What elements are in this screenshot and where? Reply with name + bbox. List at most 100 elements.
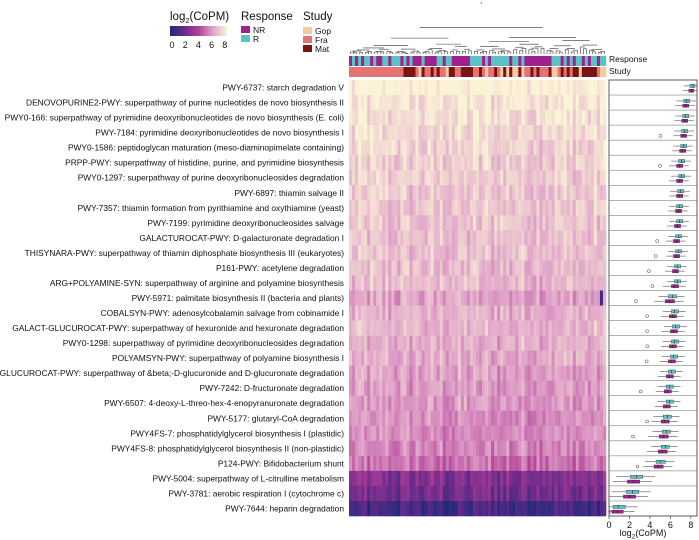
response-cell — [376, 56, 380, 66]
study-cell — [379, 67, 383, 77]
heatmap-cell — [545, 470, 549, 487]
heatmap-cell — [554, 500, 558, 517]
heatmap-cell — [575, 215, 580, 231]
heatmap-cell — [503, 275, 507, 291]
heatmap-cell — [400, 320, 404, 336]
heatmap-cell — [485, 110, 489, 126]
heatmap-cell — [548, 320, 552, 336]
heatmap-cell — [512, 425, 516, 442]
heatmap-cell — [370, 155, 374, 171]
heatmap-cell — [349, 485, 353, 502]
heatmap-cell — [539, 395, 543, 412]
heatmap-cell — [503, 395, 507, 412]
heatmap-cell — [524, 320, 528, 336]
heatmap-cell — [385, 425, 389, 442]
heatmap-cell — [439, 455, 444, 472]
heatmap-cell — [560, 425, 564, 442]
heatmap-cell — [482, 380, 486, 397]
heatmap-cell — [587, 170, 592, 186]
heatmap-cell — [406, 95, 410, 111]
response-cell — [349, 56, 353, 66]
heatmap-cell — [596, 335, 601, 351]
heatmap-cell — [599, 455, 604, 472]
heatmap-cell — [530, 185, 534, 201]
heatmap-cell — [602, 215, 607, 231]
heatmap-cell — [575, 350, 580, 366]
heatmap-cell — [506, 470, 510, 487]
heatmap-cell — [439, 500, 444, 517]
heatmap-cell — [379, 80, 383, 96]
study-cell — [572, 67, 577, 77]
heatmap-cell — [352, 80, 356, 96]
heatmap-cell — [557, 185, 561, 201]
heatmap-cell — [542, 335, 546, 351]
boxplot-outlier — [645, 329, 649, 334]
heatmap-cell — [418, 125, 422, 141]
heatmap-cell — [503, 110, 507, 126]
response-cell — [379, 56, 383, 66]
heatmap-cell — [575, 440, 580, 457]
heatmap-cell — [349, 500, 353, 517]
heatmap-cell — [469, 155, 474, 171]
heatmap-cell — [349, 335, 353, 351]
heatmap-cell — [581, 455, 586, 472]
heatmap-cell — [400, 365, 404, 381]
heatmap-cell — [385, 275, 389, 291]
heatmap-cell — [488, 230, 492, 246]
heatmap-cell — [599, 290, 604, 306]
heatmap-cell — [412, 230, 416, 246]
heatmap-cell — [457, 260, 462, 276]
heatmap-cell — [584, 350, 589, 366]
heatmap-cell — [370, 200, 374, 216]
heatmap-cell — [448, 185, 453, 201]
heatmap-cell — [364, 440, 368, 457]
heatmap-cell — [463, 380, 468, 397]
heatmap-cell — [500, 245, 504, 261]
heatmap-cell — [536, 500, 540, 517]
row-label: PWY0-1586: peptidoglycan maturation (mes… — [68, 143, 344, 153]
heatmap-cell — [503, 425, 507, 442]
heatmap-cell — [454, 410, 459, 427]
heatmap-cell — [424, 485, 428, 502]
heatmap-cell — [421, 380, 425, 397]
heatmap-cell — [418, 215, 422, 231]
heatmap-cell — [518, 215, 522, 231]
heatmap-cell — [527, 470, 531, 487]
heatmap-cell — [557, 455, 561, 472]
heatmap-cell — [370, 335, 374, 351]
heatmap-cell — [457, 500, 462, 517]
heatmap-cell — [415, 470, 419, 487]
heatmap-cell — [385, 185, 389, 201]
legend-swatch-nr — [241, 26, 250, 33]
heatmap-cell — [469, 455, 474, 472]
heatmap-cell — [418, 80, 422, 96]
heatmap-cell — [566, 185, 571, 201]
heatmap-cell — [442, 485, 447, 502]
response-cell — [530, 56, 534, 66]
heatmap-cell — [569, 275, 574, 291]
heatmap-cell — [436, 215, 440, 231]
heatmap-cell — [391, 365, 395, 381]
heatmap-cell — [475, 95, 480, 111]
heatmap-cell — [361, 95, 365, 111]
heatmap-cell — [400, 170, 404, 186]
heatmap-cell — [469, 110, 474, 126]
heatmap-cell — [385, 170, 389, 186]
heatmap-cell — [454, 500, 459, 517]
heatmap-cell — [572, 395, 577, 412]
heatmap-cell — [509, 410, 513, 427]
heatmap-cell — [527, 395, 531, 412]
heatmap-cell — [545, 440, 549, 457]
heatmap-cell — [506, 140, 510, 156]
heatmap-cell — [466, 335, 471, 351]
heatmap-cell — [433, 80, 437, 96]
heatmap-cell — [388, 380, 392, 397]
response-cell — [497, 56, 501, 66]
heatmap-cell — [433, 410, 437, 427]
study-cell — [530, 67, 534, 77]
heatmap-cell — [409, 215, 413, 231]
heatmap-cell — [433, 395, 437, 412]
heatmap-cell — [436, 245, 440, 261]
heatmap-cell — [542, 410, 546, 427]
heatmap-cell — [485, 95, 489, 111]
